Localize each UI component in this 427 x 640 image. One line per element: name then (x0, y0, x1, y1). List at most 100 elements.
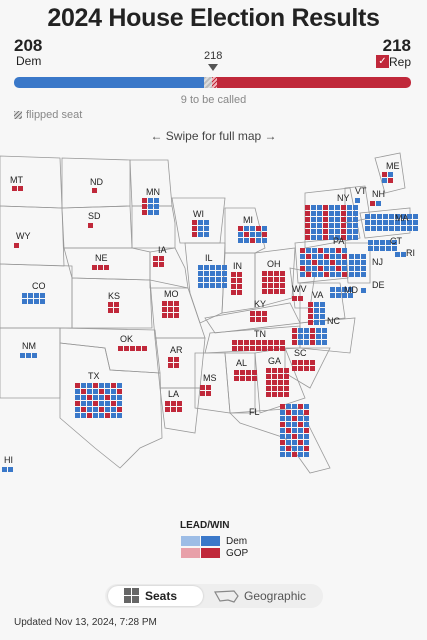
seat-square-fl[interactable] (298, 428, 303, 433)
seat-square-md[interactable] (330, 287, 335, 292)
seat-square-ny[interactable] (311, 211, 316, 216)
seat-square-ny[interactable] (335, 229, 340, 234)
seat-square-oh[interactable] (280, 271, 285, 276)
seat-square-ia[interactable] (159, 256, 164, 261)
seat-square-fl[interactable] (292, 434, 297, 439)
seat-square-ks[interactable] (114, 308, 119, 313)
seat-square-ne[interactable] (104, 265, 109, 270)
seat-square-ma[interactable] (389, 214, 394, 219)
seat-square-tn[interactable] (256, 346, 261, 351)
seat-square-ny[interactable] (311, 229, 316, 234)
seat-square-il[interactable] (216, 283, 221, 288)
seat-square-il[interactable] (222, 283, 227, 288)
seat-square-ga[interactable] (278, 374, 283, 379)
seat-square-il[interactable] (204, 283, 209, 288)
seat-square-va[interactable] (308, 308, 313, 313)
seat-square-il[interactable] (210, 271, 215, 276)
seat-square-tx[interactable] (81, 401, 86, 406)
seat-square-pa[interactable] (324, 260, 329, 265)
seat-square-nj[interactable] (361, 260, 366, 265)
seat-square-al[interactable] (252, 370, 257, 375)
seat-square-ms[interactable] (206, 391, 211, 396)
seat-square-ky[interactable] (256, 311, 261, 316)
seat-square-la[interactable] (171, 401, 176, 406)
seat-square-ma[interactable] (389, 226, 394, 231)
seat-square-fl[interactable] (286, 422, 291, 427)
seat-square-oh[interactable] (274, 271, 279, 276)
seat-square-ok[interactable] (118, 346, 123, 351)
seat-square-tx[interactable] (99, 401, 104, 406)
seat-square-ma[interactable] (371, 214, 376, 219)
seat-square-pa[interactable] (306, 272, 311, 277)
seat-square-ny[interactable] (311, 223, 316, 228)
seat-square-tx[interactable] (93, 383, 98, 388)
seat-square-ny[interactable] (347, 205, 352, 210)
seat-square-ia[interactable] (153, 256, 158, 261)
seat-square-tx[interactable] (75, 383, 80, 388)
seat-square-oh[interactable] (280, 283, 285, 288)
seat-square-in[interactable] (231, 278, 236, 283)
seat-square-mi[interactable] (262, 226, 267, 231)
seat-square-ga[interactable] (284, 374, 289, 379)
seat-square-pa[interactable] (306, 260, 311, 265)
seat-square-ny[interactable] (317, 229, 322, 234)
seat-square-al[interactable] (240, 370, 245, 375)
seat-square-ma[interactable] (365, 220, 370, 225)
house-results-map[interactable]: MT ND MN WY SD WI MI IA NE IL IN OH CO KS MO KY WV VA OK TN… (0, 148, 427, 478)
seat-square-md[interactable] (342, 293, 347, 298)
seat-square-tx[interactable] (117, 389, 122, 394)
seat-square-fl[interactable] (304, 410, 309, 415)
seat-square-ny[interactable] (329, 229, 334, 234)
seat-square-hi[interactable] (8, 467, 13, 472)
seat-square-tn[interactable] (256, 340, 261, 345)
seat-square-nc[interactable] (298, 334, 303, 339)
seat-square-fl[interactable] (292, 452, 297, 457)
seat-square-mo[interactable] (174, 301, 179, 306)
seat-square-tn[interactable] (250, 340, 255, 345)
seat-square-fl[interactable] (286, 428, 291, 433)
seat-square-fl[interactable] (298, 446, 303, 451)
seat-square-tx[interactable] (87, 407, 92, 412)
seat-square-ri[interactable] (395, 252, 400, 257)
seat-square-ks[interactable] (108, 302, 113, 307)
seat-square-ma[interactable] (401, 214, 406, 219)
seat-square-va[interactable] (320, 320, 325, 325)
seat-square-in[interactable] (231, 290, 236, 295)
seat-square-mn[interactable] (154, 210, 159, 215)
seat-square-pa[interactable] (342, 260, 347, 265)
seat-square-ri[interactable] (401, 252, 406, 257)
seat-square-ky[interactable] (262, 311, 267, 316)
seat-square-nj[interactable] (349, 254, 354, 259)
seat-square-ct[interactable] (386, 240, 391, 245)
seat-square-wi[interactable] (192, 220, 197, 225)
seat-square-il[interactable] (222, 277, 227, 282)
seat-square-tx[interactable] (87, 395, 92, 400)
seat-square-fl[interactable] (304, 452, 309, 457)
seat-square-ct[interactable] (392, 240, 397, 245)
seat-square-de[interactable] (361, 288, 366, 293)
seat-square-ny[interactable] (311, 235, 316, 240)
seat-square-ma[interactable] (395, 226, 400, 231)
seat-square-ms[interactable] (206, 385, 211, 390)
seat-square-il[interactable] (210, 283, 215, 288)
seat-square-ny[interactable] (353, 223, 358, 228)
seat-square-fl[interactable] (292, 404, 297, 409)
seat-square-fl[interactable] (304, 434, 309, 439)
seat-square-tn[interactable] (232, 340, 237, 345)
seat-square-tx[interactable] (81, 395, 86, 400)
seat-square-in[interactable] (237, 272, 242, 277)
seat-square-tx[interactable] (117, 401, 122, 406)
seat-square-tx[interactable] (93, 413, 98, 418)
seat-square-va[interactable] (320, 302, 325, 307)
seat-square-il[interactable] (198, 277, 203, 282)
seat-square-oh[interactable] (262, 277, 267, 282)
seat-square-ny[interactable] (329, 223, 334, 228)
seat-square-wi[interactable] (192, 232, 197, 237)
seat-square-pa[interactable] (342, 272, 347, 277)
seat-square-pa[interactable] (336, 254, 341, 259)
seat-square-va[interactable] (320, 314, 325, 319)
seat-square-tx[interactable] (93, 401, 98, 406)
seat-square-ct[interactable] (368, 246, 373, 251)
seat-square-tx[interactable] (75, 395, 80, 400)
seat-square-ky[interactable] (250, 317, 255, 322)
